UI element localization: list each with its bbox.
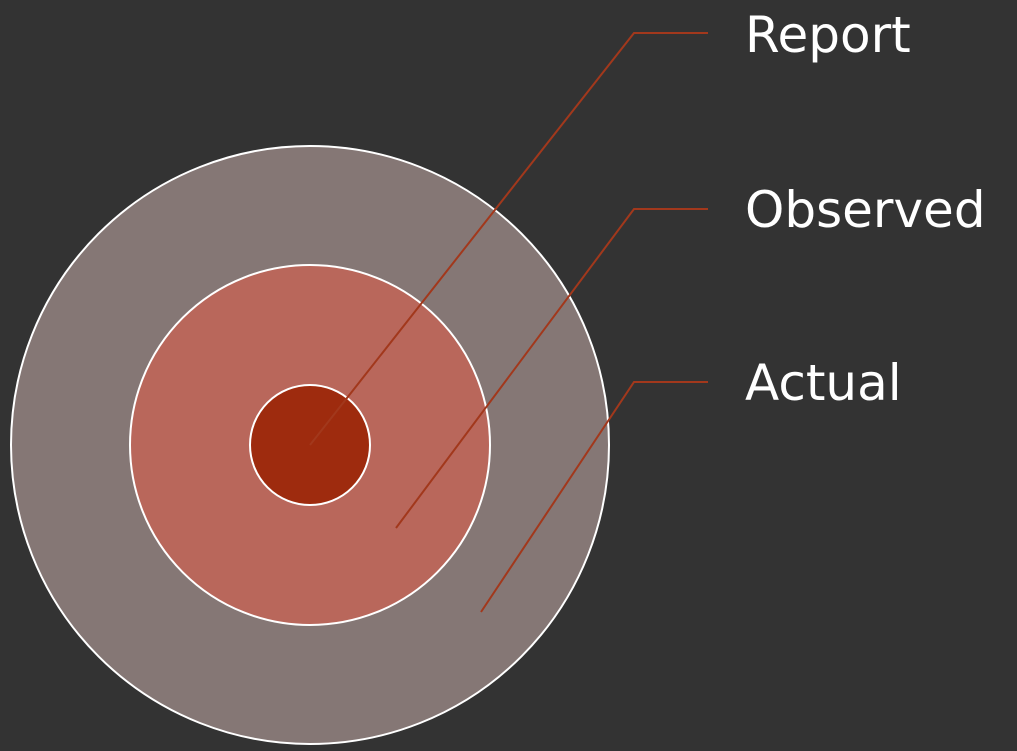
observed-label: Observed (745, 181, 986, 239)
report-leader-line (309, 32, 708, 446)
actual-label: Actual (745, 354, 902, 412)
observed-leader-line (395, 208, 708, 529)
report-label: Report (745, 6, 911, 64)
actual-leader-line (480, 381, 708, 613)
